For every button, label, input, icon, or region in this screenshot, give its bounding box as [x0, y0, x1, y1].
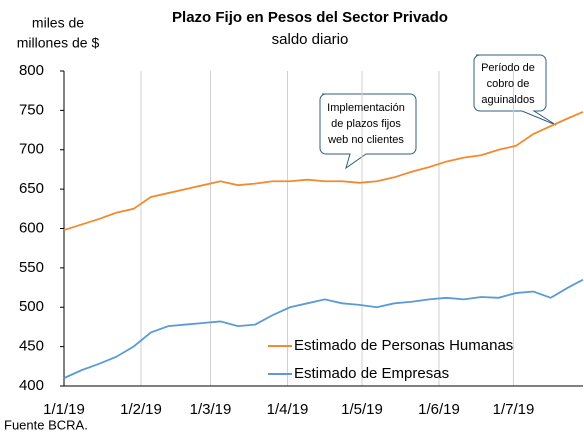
- legend-label: Estimado de Empresas: [294, 365, 449, 382]
- y-tick-label: 400: [19, 377, 44, 394]
- chart-title: Plazo Fijo en Pesos del Sector Privado: [172, 9, 448, 26]
- x-tick-label: 1/6/19: [418, 401, 460, 418]
- x-tick-label: 1/7/19: [493, 401, 535, 418]
- annotation-text: cobro de: [487, 78, 530, 90]
- annotation-text: web no clientes: [327, 134, 404, 146]
- x-tick-label: 1/5/19: [341, 401, 383, 418]
- y-tick-label: 650: [19, 180, 44, 197]
- x-tick-label: 1/3/19: [190, 401, 232, 418]
- y-tick-label: 800: [19, 62, 44, 79]
- y-tick-label: 600: [19, 219, 44, 236]
- y-tick-label: 550: [19, 259, 44, 276]
- legend-label: Estimado de Personas Humanas: [294, 337, 513, 354]
- x-tick-label: 1/4/19: [267, 401, 309, 418]
- x-tick-label: 1/2/19: [120, 401, 162, 418]
- data-line: [63, 111, 584, 231]
- chart-subtitle: saldo diario: [272, 31, 349, 48]
- data-line: [63, 278, 584, 379]
- annotation-text: de plazos fijos: [331, 118, 401, 130]
- y-tick-label: 700: [19, 141, 44, 158]
- annotation-text: Implementación: [327, 102, 405, 114]
- callout-box: [473, 54, 557, 126]
- source-note: Fuente BCRA.: [4, 417, 88, 432]
- y-tick-label: 500: [19, 298, 44, 315]
- x-tick-label: 1/1/19: [43, 401, 85, 418]
- y-axis-label: miles de: [32, 15, 84, 31]
- callout-box: [319, 93, 417, 170]
- y-tick-label: 750: [19, 101, 44, 118]
- annotation-text: aguinaldos: [481, 94, 535, 106]
- y-tick-label: 450: [19, 338, 44, 355]
- y-axis-label: millones de $: [17, 35, 100, 51]
- annotation-text: Período de: [481, 62, 535, 74]
